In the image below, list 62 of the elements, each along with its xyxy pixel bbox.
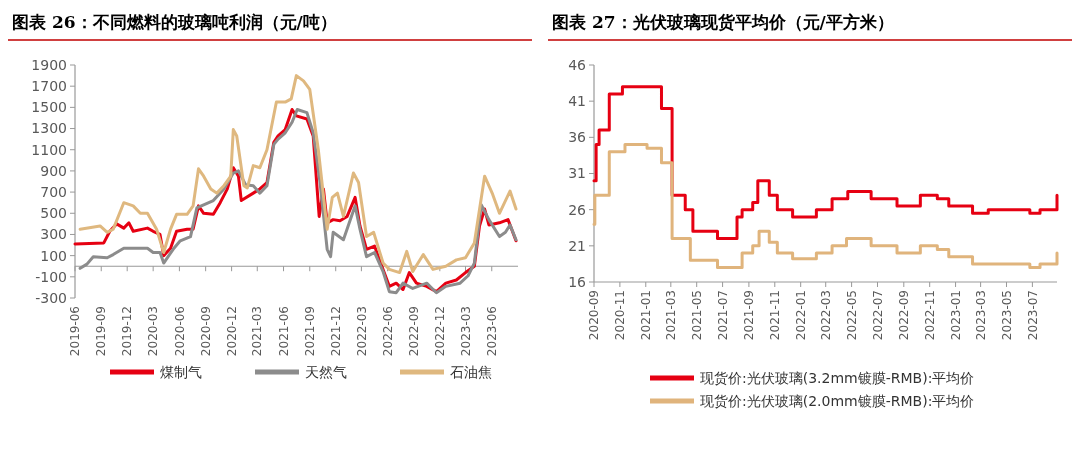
y-tick-label: 500	[40, 205, 67, 222]
x-tick-label: 2021-05	[689, 290, 704, 341]
y-tick-label: 21	[568, 237, 586, 254]
y-tick-label: 16	[568, 273, 587, 290]
legend-label: 现货价:光伏玻璃(2.0mm镀膜-RMB):平均价	[700, 392, 975, 409]
x-tick-label: 2021-03	[250, 306, 265, 357]
y-tick-label: 100	[40, 247, 67, 264]
x-tick-label: 2019-06	[68, 306, 83, 357]
y-tick-label: -100	[35, 268, 67, 285]
x-tick-label: 2022-03	[354, 306, 369, 357]
x-tick-label: 2019-09	[94, 306, 109, 357]
legend-label: 天然气	[305, 363, 347, 380]
chart-title: 图表 27：光伏玻璃现货平均价（元/平方米）	[552, 12, 894, 32]
x-tick-label: 2019-12	[120, 306, 135, 357]
x-tick-label: 2022-11	[922, 290, 937, 341]
x-tick-label: 2023-01	[948, 290, 963, 341]
y-tick-label: 26	[568, 201, 587, 218]
y-tick-label: 1900	[31, 56, 67, 73]
y-tick-label: -300	[35, 289, 67, 306]
x-tick-label: 2020-12	[224, 306, 239, 357]
y-tick-label: 41	[568, 93, 586, 110]
y-tick-label: 46	[568, 56, 587, 73]
x-tick-label: 2021-11	[767, 290, 782, 341]
x-tick-label: 2020-11	[613, 290, 628, 341]
legend-label: 现货价:光伏玻璃(3.2mm镀膜-RMB):平均价	[700, 369, 975, 386]
x-tick-label: 2021-07	[715, 290, 730, 341]
x-tick-label: 2021-01	[638, 290, 653, 341]
x-tick-label: 2022-01	[793, 290, 808, 341]
x-tick-label: 2020-03	[146, 306, 161, 357]
line-series	[78, 74, 518, 275]
x-tick-label: 2023-05	[999, 290, 1014, 341]
y-tick-label: 1100	[31, 141, 67, 158]
x-tick-label: 2022-06	[380, 306, 395, 357]
x-tick-label: 2021-03	[664, 290, 679, 341]
x-tick-label: 2021-06	[276, 306, 291, 357]
x-tick-label: 2023-03	[458, 306, 473, 357]
legend-label: 煤制气	[160, 363, 202, 380]
x-tick-label: 2022-07	[870, 290, 885, 341]
x-tick-label: 2021-12	[328, 306, 343, 357]
x-tick-label: 2022-03	[818, 290, 833, 341]
x-tick-label: 2020-09	[587, 290, 602, 341]
x-tick-label: 2020-06	[172, 306, 187, 357]
x-tick-label: 2022-09	[407, 306, 422, 357]
x-tick-label: 2021-09	[742, 290, 757, 341]
y-tick-label: 36	[568, 129, 587, 146]
y-tick-label: 1700	[31, 78, 67, 95]
x-tick-label: 2021-09	[302, 306, 317, 357]
y-tick-label: 900	[40, 162, 67, 179]
x-tick-label: 2022-09	[897, 290, 911, 341]
x-tick-label: 2023-07	[1025, 290, 1040, 341]
y-tick-label: 31	[568, 165, 586, 182]
y-tick-label: 1300	[31, 120, 67, 137]
x-tick-label: 2022-12	[433, 306, 448, 357]
y-tick-label: 300	[40, 226, 67, 243]
x-tick-label: 2023-06	[484, 306, 499, 357]
x-tick-label: 2023-03	[973, 290, 988, 341]
y-tick-label: 700	[40, 183, 67, 200]
x-tick-label: 2020-09	[198, 306, 213, 357]
chart-title: 图表 26：不同燃料的玻璃吨利润（元/吨）	[12, 12, 337, 32]
y-tick-label: 1500	[31, 99, 67, 116]
legend-label: 石油焦	[450, 363, 492, 380]
x-tick-label: 2022-05	[844, 290, 859, 341]
